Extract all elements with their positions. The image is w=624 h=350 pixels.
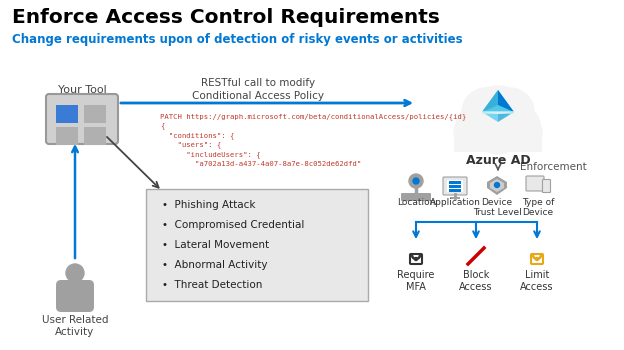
Circle shape [500,106,540,146]
Polygon shape [482,112,498,122]
FancyBboxPatch shape [56,105,78,123]
FancyBboxPatch shape [449,189,461,191]
FancyBboxPatch shape [447,180,463,192]
Polygon shape [487,176,507,195]
FancyBboxPatch shape [84,105,106,123]
Text: Limit
Access: Limit Access [520,270,553,292]
Polygon shape [498,90,514,112]
Text: •  Threat Detection: • Threat Detection [162,280,262,290]
Polygon shape [490,179,504,192]
Polygon shape [482,90,514,112]
FancyBboxPatch shape [56,280,94,312]
Text: PATCH https://graph.microsoft.com/beta/conditionalAccess/policies/{id}
{
  "cond: PATCH https://graph.microsoft.com/beta/c… [160,113,466,167]
Polygon shape [498,112,514,122]
FancyBboxPatch shape [46,94,118,144]
Circle shape [494,182,499,188]
Text: Device
Trust Level: Device Trust Level [472,198,522,217]
FancyBboxPatch shape [449,181,461,183]
FancyBboxPatch shape [450,197,460,199]
Circle shape [486,88,534,136]
Circle shape [66,264,84,282]
Circle shape [462,88,510,136]
Text: Type of
Device: Type of Device [522,198,554,217]
Text: User Related
Activity: User Related Activity [42,315,108,337]
Text: Enforcement: Enforcement [520,162,587,172]
FancyBboxPatch shape [454,132,542,152]
FancyBboxPatch shape [526,176,544,191]
FancyBboxPatch shape [542,180,550,193]
FancyBboxPatch shape [146,189,368,301]
Circle shape [468,86,528,146]
Text: •  Lateral Movement: • Lateral Movement [162,240,269,250]
FancyBboxPatch shape [401,193,431,201]
FancyBboxPatch shape [56,127,78,145]
FancyBboxPatch shape [482,111,514,114]
FancyBboxPatch shape [449,185,461,188]
FancyBboxPatch shape [531,254,543,264]
Circle shape [454,118,482,146]
Text: Require
MFA: Require MFA [397,270,435,292]
Text: Application: Application [429,198,480,207]
Text: Location: Location [397,198,435,207]
Circle shape [409,174,423,188]
Circle shape [514,118,542,146]
Text: •  Phishing Attack: • Phishing Attack [162,200,255,210]
Circle shape [413,178,419,184]
FancyBboxPatch shape [84,127,106,145]
Circle shape [535,258,539,260]
Text: Azure AD: Azure AD [466,154,530,167]
Text: Block
Access: Block Access [459,270,493,292]
FancyBboxPatch shape [410,254,422,264]
Text: Enforce Access Control Requirements: Enforce Access Control Requirements [12,8,440,27]
Text: Your Tool: Your Tool [57,85,106,95]
Text: Change requirements upon of detection of risky events or activities: Change requirements upon of detection of… [12,33,462,46]
Circle shape [476,110,520,154]
Text: •  Compromised Credential: • Compromised Credential [162,220,305,230]
Text: •  Abnormal Activity: • Abnormal Activity [162,260,268,270]
Circle shape [414,258,417,260]
Polygon shape [482,90,498,112]
Circle shape [456,106,496,146]
FancyBboxPatch shape [443,177,467,195]
Text: RESTful call to modify
Conditional Access Policy: RESTful call to modify Conditional Acces… [192,78,324,101]
